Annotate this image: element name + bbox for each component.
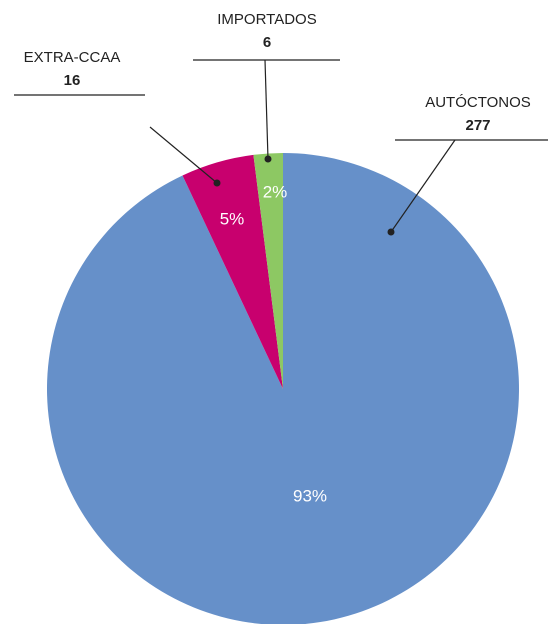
slice-percent: 93%	[293, 486, 327, 505]
pie-slice	[253, 153, 283, 389]
leader-line	[149, 126, 218, 184]
slice-percent: 5%	[220, 209, 245, 228]
leader-dot	[213, 179, 221, 187]
leader-line	[264, 59, 269, 160]
count-label: 277	[465, 117, 490, 134]
count-label: 16	[64, 72, 81, 89]
leader-dot	[387, 228, 395, 236]
leader-dot	[264, 155, 272, 163]
category-label: EXTRA-CCAA	[24, 49, 121, 66]
pie-slice	[47, 153, 519, 624]
pie-slice	[182, 154, 283, 389]
category-label: IMPORTADOS	[217, 11, 316, 28]
slice-percent: 2%	[263, 182, 288, 201]
category-label: AUTÓCTONOS	[425, 94, 531, 111]
count-label: 6	[263, 34, 271, 51]
leader-line	[390, 139, 456, 233]
